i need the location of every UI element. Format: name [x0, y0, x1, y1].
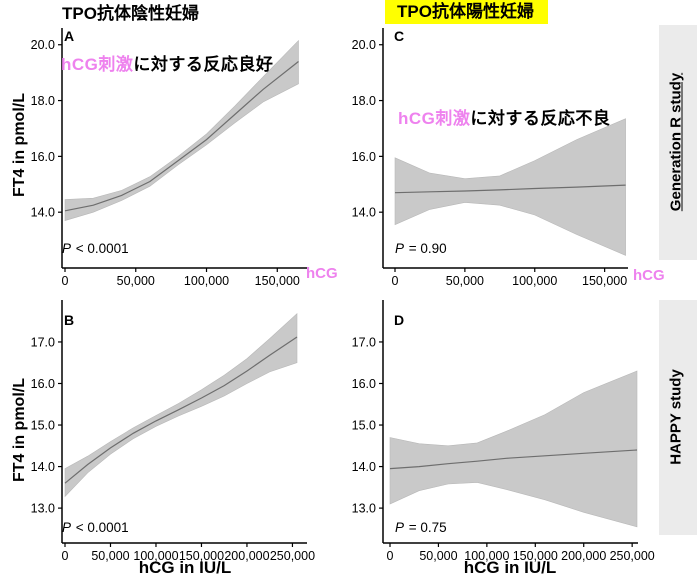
panel-D: 0 50,000 100,000 150,000 200,000 250,000 17.0 1… — [340, 292, 660, 587]
svg-text:50,000: 50,000 — [419, 549, 457, 562]
panel-C-hcg-axis-label: hCG — [633, 267, 665, 284]
panel-D-pvalue: P = 0.75 — [395, 520, 447, 535]
svg-text:150,000: 150,000 — [255, 274, 300, 288]
annotation-hcg-text: hCG刺激 — [61, 55, 134, 74]
panel-C-pvalue: P = 0.90 — [395, 241, 447, 256]
svg-text:18.0: 18.0 — [31, 94, 55, 108]
study-strip-generation-r: Generation R study — [659, 25, 697, 260]
svg-text:150,000: 150,000 — [179, 549, 224, 562]
panel-B-plot: 0 50,000 100,000 150,000 200,000 250,000 17.0 1… — [31, 300, 315, 562]
panel-B: 0 50,000 100,000 150,000 200,000 250,000 17.0 1… — [20, 292, 345, 587]
svg-text:14.0: 14.0 — [352, 206, 376, 220]
annotation-rest-text: に対する反応良好 — [133, 55, 274, 74]
panel-B-pvalue: P < 0.0001 — [62, 520, 129, 535]
pvalue-symbol: P — [395, 241, 405, 256]
svg-text:100,000: 100,000 — [464, 549, 509, 562]
svg-text:50,000: 50,000 — [117, 274, 155, 288]
panel-D-plot: 0 50,000 100,000 150,000 200,000 250,000 17.0 1… — [352, 300, 655, 562]
panel-D-letter: D — [394, 312, 405, 328]
annotation-rest-text: に対する反応不良 — [470, 109, 611, 128]
annotation-hcg-text: hCG刺激 — [398, 109, 471, 128]
svg-text:15.0: 15.0 — [31, 419, 55, 433]
pvalue-text: < 0.0001 — [72, 241, 129, 256]
svg-text:14.0: 14.0 — [352, 460, 376, 474]
svg-text:0: 0 — [387, 549, 394, 562]
panel-C-letter: C — [394, 28, 405, 44]
svg-text:0: 0 — [62, 274, 69, 288]
svg-text:15.0: 15.0 — [352, 419, 376, 433]
panel-A: 0 50,000 100,000 150,000 20.0 18.0 16.0 14.0 A … — [20, 22, 345, 292]
column-title-tpo-negative: TPO抗体陰性妊婦 — [62, 4, 199, 23]
panel-A-plot: 0 50,000 100,000 150,000 20.0 18.0 16.0 14.0 — [31, 28, 307, 288]
svg-text:200,000: 200,000 — [224, 549, 269, 562]
svg-text:17.0: 17.0 — [352, 335, 376, 349]
svg-text:16.0: 16.0 — [352, 150, 376, 164]
svg-text:16.0: 16.0 — [31, 150, 55, 164]
svg-text:250,000: 250,000 — [270, 549, 315, 562]
study-strip-generation-r-label: Generation R study — [667, 72, 685, 212]
svg-text:150,000: 150,000 — [513, 549, 558, 562]
panel-A-pvalue: P < 0.0001 — [62, 241, 129, 256]
column-title-tpo-positive: TPO抗体陽性妊婦 — [385, 0, 548, 24]
svg-text:0: 0 — [62, 549, 69, 562]
svg-text:18.0: 18.0 — [352, 94, 376, 108]
panel-C-annotation: hCG刺激に対する反応不良 — [398, 104, 610, 129]
svg-text:100,000: 100,000 — [133, 549, 178, 562]
pvalue-symbol: P — [395, 520, 405, 535]
svg-text:100,000: 100,000 — [184, 274, 229, 288]
svg-text:250,000: 250,000 — [610, 549, 655, 562]
pvalue-symbol: P — [62, 520, 72, 535]
panel-B-x-axis-title: hCG in IU/L — [138, 558, 232, 577]
panel-D-x-axis-title: hCG in IU/L — [463, 558, 557, 577]
svg-text:150,000: 150,000 — [582, 274, 627, 288]
svg-text:16.0: 16.0 — [352, 377, 376, 391]
panel-B-letter: B — [64, 312, 75, 328]
pvalue-text: = 0.75 — [405, 520, 447, 535]
panel-C-plot: 0 50,000 100,000 150,000 20.0 18.0 16.0 14.0 — [352, 28, 628, 288]
panel-A-hcg-axis-label: hCG — [306, 265, 338, 282]
svg-text:14.0: 14.0 — [31, 460, 55, 474]
svg-text:20.0: 20.0 — [352, 38, 376, 52]
svg-text:17.0: 17.0 — [31, 335, 55, 349]
svg-text:16.0: 16.0 — [31, 377, 55, 391]
study-strip-happy-label: HAPPY study — [667, 369, 685, 465]
svg-text:50,000: 50,000 — [91, 549, 129, 562]
svg-text:50,000: 50,000 — [446, 274, 484, 288]
svg-text:13.0: 13.0 — [352, 502, 376, 516]
pvalue-text: = 0.90 — [405, 241, 447, 256]
study-strip-happy: HAPPY study — [659, 300, 697, 535]
svg-text:100,000: 100,000 — [512, 274, 557, 288]
svg-text:0: 0 — [392, 274, 399, 288]
panel-A-letter: A — [64, 28, 75, 44]
svg-text:14.0: 14.0 — [31, 206, 55, 220]
svg-text:20.0: 20.0 — [31, 38, 55, 52]
pvalue-symbol: P — [62, 241, 72, 256]
panel-A-annotation: hCG刺激に対する反応良好 — [61, 50, 273, 75]
svg-text:13.0: 13.0 — [31, 502, 55, 516]
svg-text:200,000: 200,000 — [561, 549, 606, 562]
panel-C: 0 50,000 100,000 150,000 20.0 18.0 16.0 14.0 C … — [340, 22, 665, 292]
pvalue-text: < 0.0001 — [72, 520, 129, 535]
